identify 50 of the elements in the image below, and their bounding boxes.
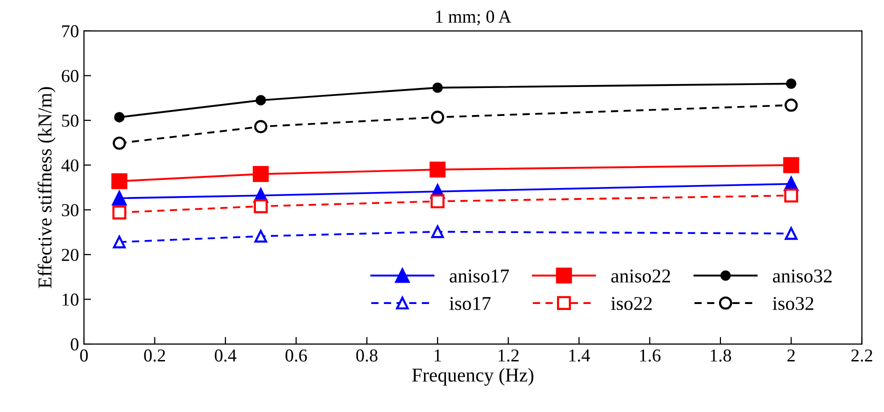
- point: [784, 188, 798, 202]
- point: [252, 166, 269, 182]
- point: [254, 199, 268, 214]
- x-tick-label: 1.8: [710, 349, 732, 362]
- x-tick-label: 1.6: [640, 349, 660, 362]
- legend-label: iso32: [772, 296, 814, 310]
- point: [786, 78, 796, 89]
- point: [112, 236, 126, 248]
- point: [432, 82, 443, 93]
- legend-label: iso17: [449, 296, 491, 310]
- x-axis-title: Frequency (Hz): [412, 368, 534, 386]
- point: [431, 225, 444, 238]
- point: [254, 120, 268, 134]
- y-tick-label: 10: [62, 294, 78, 306]
- chart-title: 1 mm; 0 A: [436, 10, 512, 26]
- y-axis-title: Effective stiffness (kN/m): [38, 87, 56, 288]
- point: [430, 110, 444, 124]
- point: [256, 95, 266, 106]
- point: [112, 190, 127, 206]
- x-tick-label: 0.4: [214, 349, 236, 362]
- y-tick-label: 60: [62, 70, 78, 82]
- x-tick-label: 2.2: [851, 349, 872, 362]
- y-tick-label: 50: [62, 114, 78, 127]
- x-tick-label: 0: [80, 349, 88, 362]
- y-tick-label: 20: [62, 248, 78, 261]
- x-tick-label: 1.4: [569, 349, 590, 362]
- point: [783, 157, 800, 174]
- point: [112, 136, 126, 150]
- x-tick-label: 2: [787, 349, 795, 362]
- point: [114, 112, 125, 122]
- point: [430, 162, 446, 178]
- point: [111, 173, 128, 190]
- point: [784, 227, 798, 240]
- point: [784, 98, 798, 112]
- legend-label: aniso22: [611, 270, 670, 283]
- x-tick-label: 0.6: [286, 349, 307, 362]
- legend-label: iso22: [611, 296, 652, 310]
- x-tick-label: 1.2: [498, 349, 519, 362]
- legend-label: aniso32: [772, 270, 832, 283]
- point: [430, 194, 445, 208]
- point: [254, 230, 268, 243]
- x-tick-label: 0.8: [356, 349, 378, 362]
- y-tick-label: 70: [62, 25, 78, 38]
- point: [112, 206, 126, 220]
- x-tick-label: 1: [434, 349, 442, 362]
- legend-label: aniso17: [450, 270, 509, 283]
- y-tick-label: 30: [62, 204, 78, 216]
- y-tick-label: 0: [70, 338, 78, 350]
- y-tick-label: 40: [61, 159, 78, 172]
- x-tick-label: 0.2: [144, 349, 165, 362]
